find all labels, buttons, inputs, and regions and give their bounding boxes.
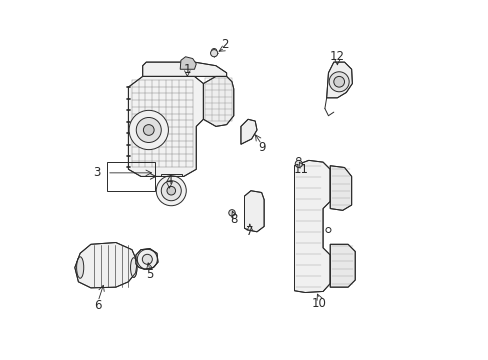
Circle shape — [228, 210, 235, 216]
Text: 3: 3 — [93, 166, 101, 179]
Polygon shape — [329, 166, 351, 210]
Circle shape — [142, 254, 152, 264]
Ellipse shape — [130, 258, 137, 277]
Polygon shape — [142, 62, 226, 76]
Circle shape — [295, 160, 302, 167]
Text: 1: 1 — [183, 63, 191, 76]
Circle shape — [143, 125, 154, 135]
Polygon shape — [203, 76, 233, 126]
Text: 6: 6 — [94, 299, 102, 312]
Circle shape — [129, 111, 168, 150]
Circle shape — [136, 117, 161, 143]
Circle shape — [161, 181, 181, 201]
Text: 4: 4 — [165, 174, 173, 186]
Ellipse shape — [77, 257, 83, 278]
Polygon shape — [180, 57, 196, 69]
Circle shape — [210, 50, 217, 57]
Polygon shape — [326, 62, 352, 98]
Circle shape — [328, 72, 348, 92]
Circle shape — [166, 186, 175, 195]
Polygon shape — [160, 174, 182, 176]
Polygon shape — [241, 119, 257, 144]
Text: 12: 12 — [329, 50, 344, 63]
Text: 11: 11 — [294, 163, 308, 176]
Polygon shape — [244, 191, 264, 232]
Polygon shape — [294, 160, 329, 293]
Polygon shape — [128, 76, 203, 176]
Polygon shape — [136, 249, 158, 269]
Circle shape — [333, 76, 344, 87]
Text: 9: 9 — [257, 141, 265, 154]
Circle shape — [156, 176, 186, 206]
Polygon shape — [329, 244, 354, 287]
Text: 8: 8 — [230, 213, 237, 226]
Text: 10: 10 — [311, 297, 326, 310]
Polygon shape — [75, 243, 137, 288]
Text: 7: 7 — [245, 225, 253, 238]
Text: 2: 2 — [221, 38, 228, 51]
Circle shape — [325, 228, 330, 233]
Text: 5: 5 — [146, 268, 153, 281]
